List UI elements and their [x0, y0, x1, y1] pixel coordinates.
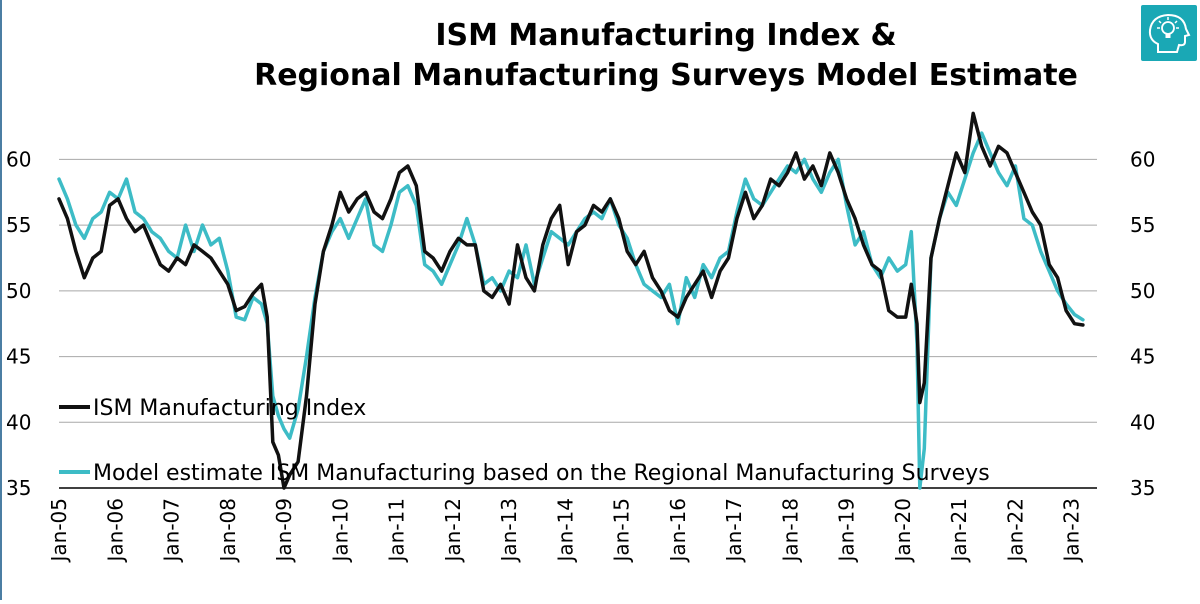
- chart-title: ISM Manufacturing Index & Regional Manufa…: [254, 18, 1078, 93]
- x-tick-label: Jan-11: [385, 498, 409, 564]
- legend-label: ISM Manufacturing Index: [93, 396, 366, 421]
- y-tick-label-left: 60: [6, 147, 31, 171]
- x-tick-label: Jan-08: [216, 498, 240, 564]
- lightbulb-head-icon: [1141, 5, 1197, 61]
- legend-label: Model estimate ISM Manufacturing based o…: [93, 461, 990, 486]
- x-tick-label: Jan-15: [610, 498, 634, 564]
- y-tick-label-right: 35: [1130, 476, 1155, 500]
- y-tick-label-left: 55: [6, 213, 31, 237]
- y-tick-label-left: 45: [6, 345, 31, 369]
- x-tick-label: Jan-06: [103, 498, 127, 564]
- x-tick-label: Jan-12: [441, 498, 465, 564]
- y-tick-label-left: 40: [6, 410, 31, 434]
- x-tick-label: Jan-09: [272, 498, 296, 564]
- x-tick-label: Jan-21: [947, 498, 971, 564]
- title-line: ISM Manufacturing Index &: [435, 18, 896, 53]
- x-tick-label: Jan-22: [1003, 498, 1027, 564]
- y-tick-label-left: 35: [6, 476, 31, 500]
- logo: [1141, 5, 1197, 61]
- x-tick-label: Jan-05: [47, 498, 71, 564]
- y-tick-label-right: 45: [1130, 345, 1155, 369]
- legend-item-model: Model estimate ISM Manufacturing based o…: [59, 461, 990, 486]
- x-tick-label: Jan-18: [778, 498, 802, 564]
- y-tick-label-right: 40: [1130, 410, 1155, 434]
- x-tick-label: Jan-17: [722, 498, 746, 564]
- y-tick-label-right: 50: [1130, 279, 1155, 303]
- x-tick-label: Jan-10: [328, 498, 352, 564]
- title-line: Regional Manufacturing Surveys Model Est…: [254, 58, 1078, 93]
- x-tick-label: Jan-14: [553, 498, 577, 564]
- series-lines: [57, 111, 1085, 490]
- x-tick-label: Jan-07: [160, 498, 184, 564]
- x-tick-label: Jan-19: [835, 498, 859, 564]
- legend-item-ism: ISM Manufacturing Index: [59, 396, 366, 421]
- axes: 35 35 40 40 45 45 50 50 55 55 60 60 Jan-05 Jan-06 Jan-…: [6, 147, 1155, 563]
- x-tick-label: Jan-23: [1060, 498, 1084, 564]
- x-tick-label: Jan-20: [891, 498, 915, 564]
- y-tick-label-left: 50: [6, 279, 31, 303]
- series-ism-line: [57, 111, 1085, 490]
- x-tick-label: Jan-13: [497, 498, 521, 564]
- y-tick-label-right: 60: [1130, 147, 1155, 171]
- y-tick-label-right: 55: [1130, 213, 1155, 237]
- legend: ISM Manufacturing Index Model estimate IS…: [59, 396, 990, 486]
- x-tick-label: Jan-16: [666, 498, 690, 564]
